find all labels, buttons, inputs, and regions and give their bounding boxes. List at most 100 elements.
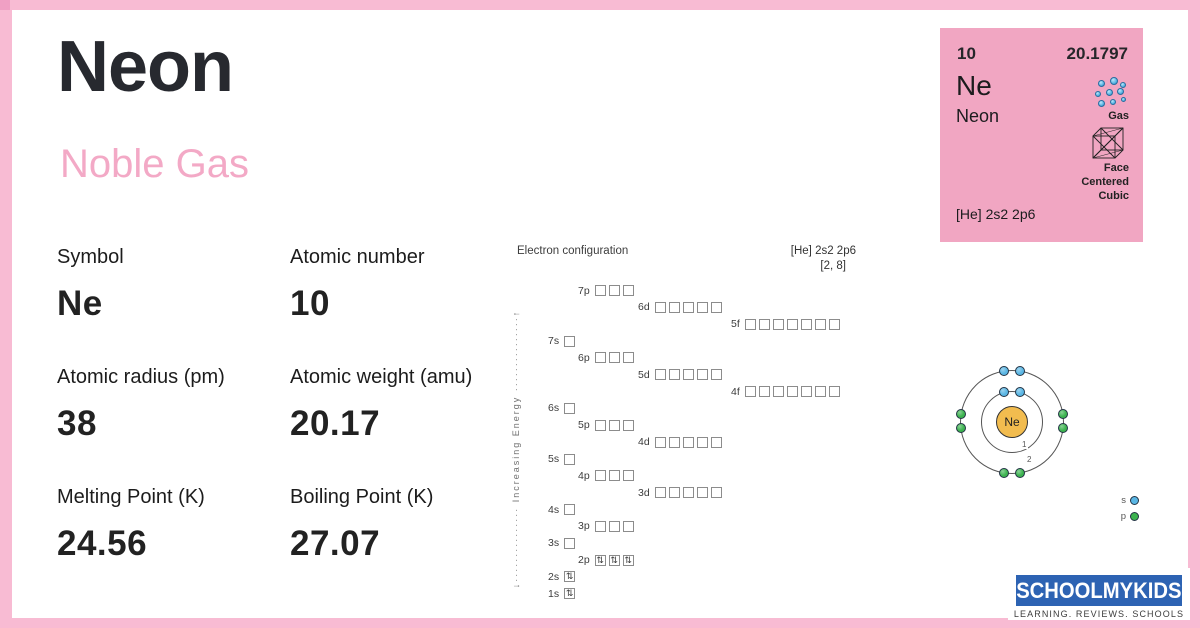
orbital-box-empty [654,369,666,381]
orbital-label: 4s [548,503,560,516]
orbital-row-2s: 2s ⇅ [548,570,576,583]
orbital-box-empty [564,504,576,516]
orbital-box-empty [758,386,770,398]
orbital-label: 3p [578,520,590,533]
orbital-box-empty [622,470,634,482]
orbital-label: 5d [638,368,650,381]
property-value: 20.17 [290,404,381,443]
card-crystal-structure-label: Face Centered Cubic [1081,162,1129,202]
orbital-box-empty [654,487,666,499]
element-category: Noble Gas [60,142,249,186]
legend-row-s: s [1118,492,1139,508]
orbital-box-empty [622,352,634,364]
gas-dot [1098,100,1105,107]
orbital-row-3s: 3s [548,537,576,550]
orbital-box-empty [696,301,708,313]
card-symbol: Ne [956,70,992,101]
s-electron [1015,387,1025,397]
orbital-box-empty [814,386,826,398]
orbital-box-empty [800,318,812,330]
logo-brand-text: SCHOOLMYKIDS [1016,577,1182,603]
gas-dot [1110,99,1116,105]
orbital-row-5p: 5p [578,419,634,432]
orbital-box-empty [828,318,840,330]
property-value: 38 [57,404,97,443]
face-centered-cubic-icon [1092,127,1124,159]
orbital-row-7p: 7p [578,284,634,297]
orbital-label: 6d [638,301,650,314]
bohr-model: Ne 1 2 [952,357,1072,487]
orbital-box-empty [682,369,694,381]
orbital-label: 5p [578,419,590,432]
gas-dot [1121,97,1126,102]
orbital-row-4p: 4p [578,469,634,482]
orbital-box-empty [744,386,756,398]
legend-row-p: p [1118,508,1139,524]
orbital-box-empty [696,369,708,381]
property-value: Ne [57,284,103,323]
orbital-label: 5s [548,453,560,465]
orbital-box-empty [608,470,620,482]
orbital-box-empty [710,301,722,313]
orbital-box-empty [608,285,620,296]
orbital-box-empty [654,301,666,313]
orbital-row-2p: 2p ⇅ ⇅ ⇅ [578,554,634,567]
property-cell: Melting Point (K) 24.56 [57,480,290,600]
property-label: Atomic number [290,246,425,268]
orbital-row-6s: 6s [548,402,576,415]
orbital-box-empty [594,520,606,532]
card-atomic-weight: 20.1797 [1066,44,1128,63]
p-electron [999,468,1009,478]
orbital-box-empty [772,386,784,398]
orbital-box-empty [786,318,798,330]
gas-dot [1095,91,1101,97]
orbital-box-empty [622,285,634,296]
orbital-box-empty [710,369,722,381]
orbital-box-filled: ⇅ [564,588,576,600]
s-electron [999,387,1009,397]
shell-notation: [2, 8] [820,260,846,272]
shell-2-label: 2 [1025,455,1034,464]
electron-shell-1 [981,391,1043,453]
gas-dot [1117,88,1124,95]
orbital-label: 4d [638,436,650,449]
orbital-row-6p: 6p [578,351,634,364]
p-electron [1058,409,1068,419]
property-cell: Boiling Point (K) 27.07 [290,480,502,600]
logo-tagline: LEARNING. REVIEWS. SCHOOLS [1013,609,1185,619]
property-label: Melting Point (K) [57,486,205,508]
legend-p-dot [1130,511,1139,521]
legend-label: p [1120,510,1126,522]
orbital-box-empty [622,419,634,431]
orbital-label: 2p [578,554,590,567]
orbital-box-empty [594,285,606,296]
orbital-box-filled: ⇅ [594,554,606,566]
orbital-label: 7s [548,335,560,348]
orbital-label: 6p [578,351,590,364]
orbital-box-empty [696,436,708,448]
property-label: Atomic weight (amu) [290,366,473,388]
property-cell: Symbol Ne [57,240,290,360]
orbital-box-empty [564,537,576,549]
card-electron-config: [He] 2s2 2p6 [956,206,1036,222]
card-atomic-number: 10 [957,44,976,63]
orbital-row-3p: 3p [578,520,634,533]
orbital-box-empty [668,369,680,381]
orbital-row-6d: 6d [638,301,722,314]
card-phase-label: Gas [1108,110,1129,122]
orbital-label: 4f [731,385,740,398]
property-label: Symbol [57,246,124,268]
legend-label: s [1121,494,1126,506]
orbital-box-empty [608,352,620,364]
orbital-box-empty [800,386,812,398]
element-title: Neon [57,27,234,107]
orbital-box-empty [682,487,694,499]
orbital-box-empty [744,318,756,330]
property-cell: Atomic number 10 [290,240,502,360]
orbital-box-filled: ⇅ [622,554,634,566]
orbital-box-empty [594,470,606,482]
p-electron [956,409,966,419]
orbital-box-empty [668,487,680,499]
brand-logo: SCHOOLMYKIDS LEARNING. REVIEWS. SCHOOLS [1008,568,1190,620]
